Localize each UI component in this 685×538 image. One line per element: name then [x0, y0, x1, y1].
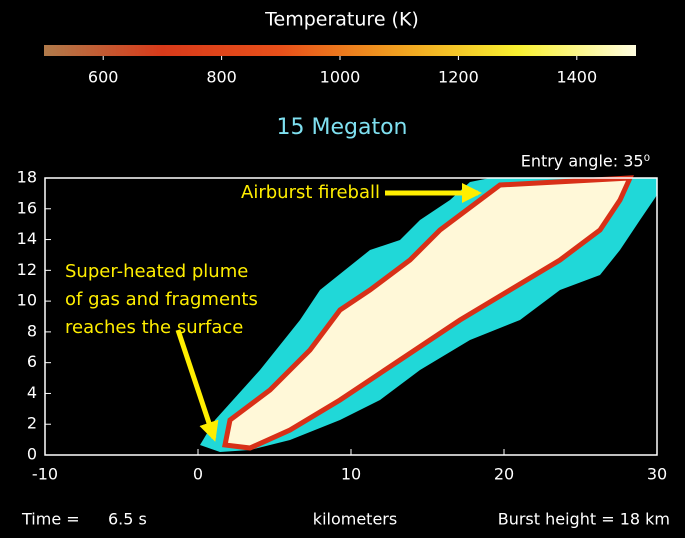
y-tick-label: 6: [27, 352, 37, 371]
colorbar-tick-label: 800: [206, 68, 237, 87]
plume-label: of gas and fragments: [65, 289, 258, 310]
x-tick-label: -10: [32, 465, 58, 484]
colorbar-tick-label: 600: [88, 68, 119, 87]
y-tick-label: 18: [17, 168, 37, 187]
y-tick-label: 4: [27, 383, 37, 402]
y-tick-label: 16: [17, 198, 37, 217]
time-value: 6.5 s: [108, 510, 147, 529]
y-tick-label: 2: [27, 414, 37, 433]
x-tick-label: 10: [341, 465, 361, 484]
colorbar-tick-label: 1400: [556, 68, 597, 87]
colorbar-tick-label: 1200: [438, 68, 479, 87]
plume-label: Super-heated plume: [65, 261, 248, 282]
time-label: Time =: [21, 510, 80, 529]
colorbar-tick-label: 1000: [320, 68, 361, 87]
plume-arrow: [175, 329, 219, 442]
plume-label: reaches the surface: [65, 317, 243, 338]
colorbar: [44, 45, 636, 56]
fireball-label: Airburst fireball: [241, 182, 380, 203]
entry-angle: Entry angle: 35⁰: [521, 152, 650, 171]
x-tick-label: 30: [647, 465, 667, 484]
x-axis-label: kilometers: [313, 510, 397, 529]
x-tick-label: 20: [494, 465, 514, 484]
y-tick-label: 12: [17, 260, 37, 279]
burst-height: Burst height = 18 km: [498, 510, 670, 529]
y-tick-label: 10: [17, 291, 37, 310]
y-tick-label: 8: [27, 321, 37, 340]
x-tick-label: 0: [193, 465, 203, 484]
y-tick-label: 0: [27, 445, 37, 464]
chart-title: 15 Megaton: [277, 115, 408, 140]
colorbar-title: Temperature (K): [264, 9, 419, 31]
y-tick-label: 14: [17, 229, 37, 248]
